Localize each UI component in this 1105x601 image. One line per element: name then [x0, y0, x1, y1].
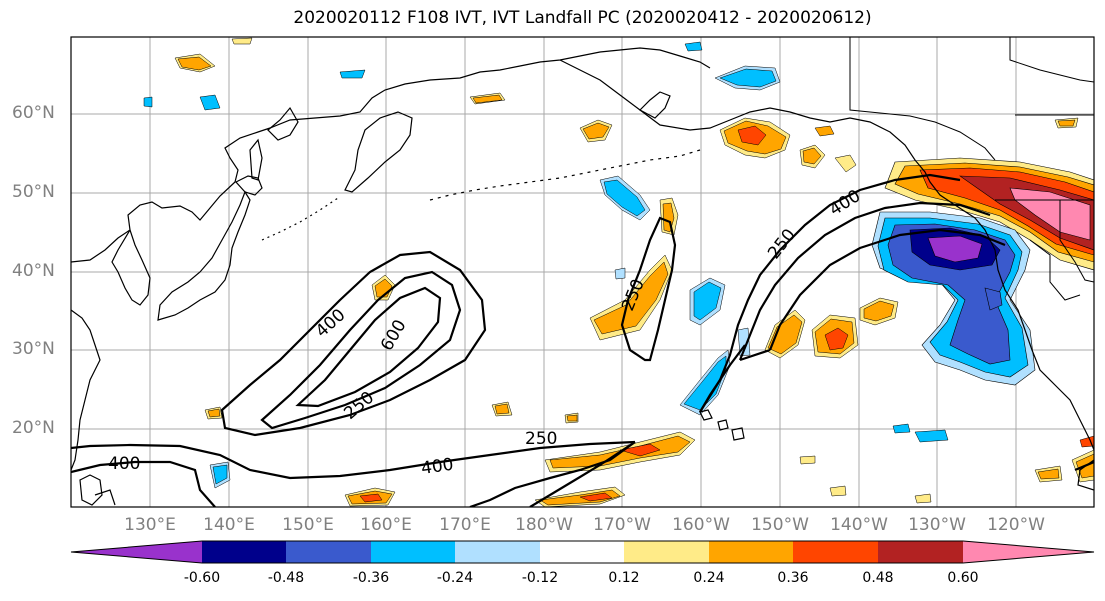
filled-anomalies [871, 157, 1094, 386]
contour-label-400-subtropical: 400 [420, 455, 455, 479]
colorbar-tick-label: 0.36 [777, 570, 809, 586]
lat-label-60n: 60°N [12, 103, 55, 123]
lon-label-120w: 120°W [987, 515, 1045, 535]
colorbar-tick-label: -0.12 [521, 570, 559, 586]
colorbar [70, 540, 1095, 564]
colorbar-segment [963, 541, 1094, 563]
lon-label-180w: 180°W [515, 515, 573, 535]
contour-label-600: 600 [377, 316, 411, 354]
colorbar-segment [202, 541, 286, 563]
colorbar-tick-label: 0.24 [693, 570, 725, 586]
lon-label-160e: 160°E [360, 515, 412, 535]
lon-label-170w: 170°W [593, 515, 651, 535]
colorbar-tick-label: -0.60 [183, 570, 221, 586]
lat-label-50n: 50°N [12, 182, 55, 202]
lon-label-140e: 140°E [203, 515, 255, 535]
map-frame [70, 36, 1095, 508]
map-content: 400 600 250 250 400 250 400 250 400 [71, 37, 1094, 507]
lon-label-160w: 160°W [672, 515, 730, 535]
map-title: 2020020112 F108 IVT, IVT Landfall PC (20… [293, 8, 872, 28]
lon-label-170e: 170°E [439, 515, 491, 535]
colorbar-tick-label: -0.36 [352, 570, 390, 586]
lat-label-20n: 20°N [12, 418, 55, 438]
colorbar-tick-label: 0.12 [608, 570, 640, 586]
colorbar-outline [70, 540, 1095, 564]
contour-label-250-northeast: 250 [764, 225, 800, 263]
lat-label-30n: 30°N [12, 339, 55, 359]
lat-label-40n: 40°N [12, 261, 55, 281]
colorbar-segment [371, 541, 455, 563]
colorbar-segment [455, 541, 540, 563]
colorbar-tick-label: -0.24 [436, 570, 474, 586]
colorbar-segment [878, 541, 963, 563]
contour-label-250-subtropical: 250 [525, 429, 557, 449]
colorbar-tick-label: 0.48 [862, 570, 894, 586]
colorbar-segment [540, 541, 624, 563]
colorbar-tick-label: 0.60 [947, 570, 979, 586]
lon-label-130w: 130°W [908, 515, 966, 535]
colorbar-segment [624, 541, 709, 563]
lon-label-150e: 150°E [282, 515, 334, 535]
borders [849, 37, 1094, 301]
coastlines [71, 47, 1094, 506]
colorbar-segment [793, 541, 878, 563]
ivt-contours [71, 173, 1094, 507]
colorbar-segment [71, 541, 202, 563]
colorbar-tick-label: -0.48 [267, 570, 305, 586]
lon-label-140w: 140°W [830, 515, 888, 535]
colorbar-segment [709, 541, 793, 563]
contour-label-400-southwest: 400 [108, 454, 140, 474]
lon-label-150w: 150°W [751, 515, 809, 535]
colorbar-segment [286, 541, 371, 563]
lon-label-130e: 130°E [124, 515, 176, 535]
